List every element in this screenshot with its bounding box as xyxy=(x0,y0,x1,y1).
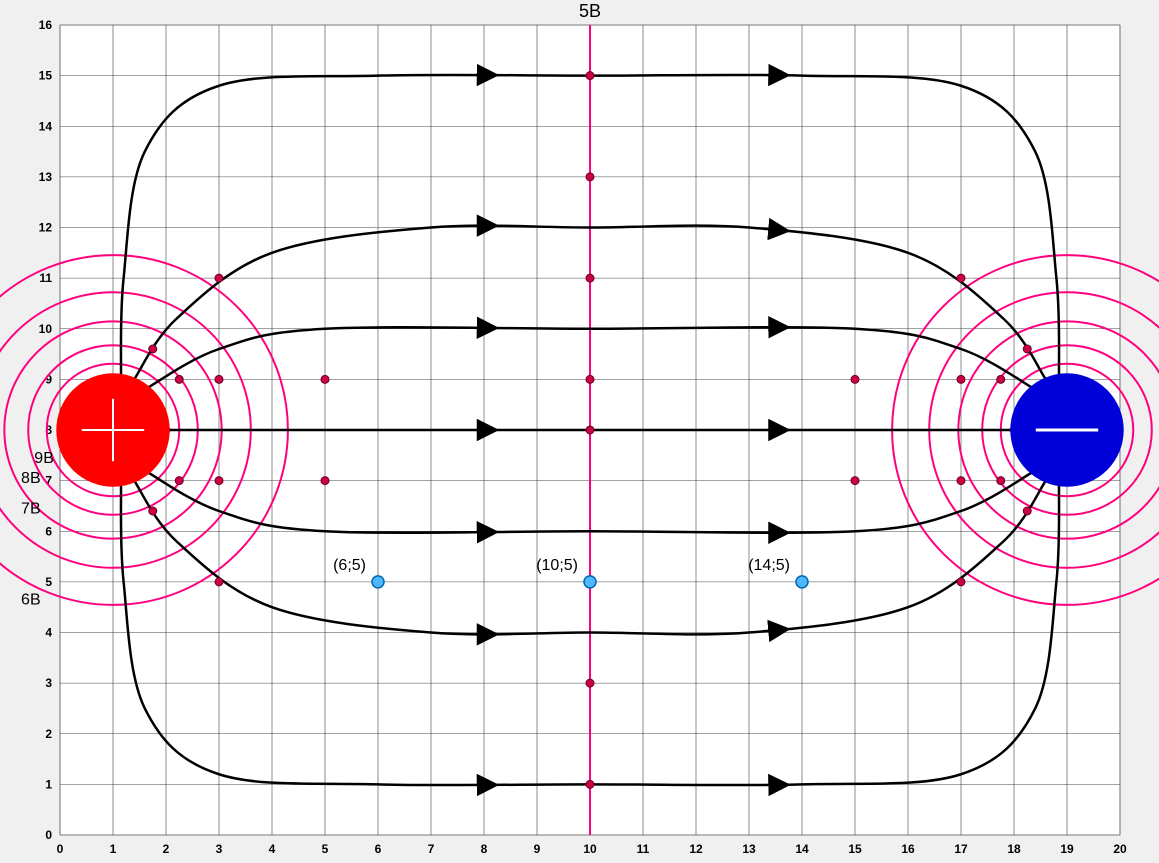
equipotential-label: 5В xyxy=(579,1,601,21)
y-tick-label: 10 xyxy=(39,322,53,336)
x-tick-label: 13 xyxy=(742,842,756,856)
y-tick-label: 13 xyxy=(39,170,53,184)
equipotential-label-left: 7В xyxy=(21,501,41,518)
y-tick-label: 0 xyxy=(45,828,52,842)
intersection-dot xyxy=(586,72,594,80)
intersection-dot xyxy=(997,375,1005,383)
x-tick-label: 15 xyxy=(848,842,862,856)
y-tick-label: 15 xyxy=(39,69,53,83)
intersection-dot xyxy=(215,477,223,485)
y-tick-label: 2 xyxy=(45,727,52,741)
intersection-dot xyxy=(215,578,223,586)
intersection-dot xyxy=(175,477,183,485)
intersection-dot xyxy=(586,173,594,181)
x-tick-label: 7 xyxy=(428,842,435,856)
marker-label: (6;5) xyxy=(333,557,366,574)
intersection-dot xyxy=(1023,345,1031,353)
y-tick-label: 3 xyxy=(45,676,52,690)
x-tick-label: 20 xyxy=(1113,842,1127,856)
marker-point xyxy=(372,576,384,588)
x-tick-label: 16 xyxy=(901,842,915,856)
y-tick-label: 6 xyxy=(45,524,52,538)
x-tick-label: 2 xyxy=(163,842,170,856)
x-tick-label: 14 xyxy=(795,842,809,856)
intersection-dot xyxy=(957,274,965,282)
x-tick-label: 19 xyxy=(1060,842,1074,856)
y-tick-label: 16 xyxy=(39,18,53,32)
intersection-dot xyxy=(586,375,594,383)
x-tick-label: 1 xyxy=(110,842,117,856)
y-tick-label: 11 xyxy=(39,271,52,285)
intersection-dot xyxy=(1023,507,1031,515)
marker-label: (10;5) xyxy=(536,557,578,574)
equipotential-label-left: 9В xyxy=(34,450,54,467)
intersection-dot xyxy=(997,477,1005,485)
intersection-dot xyxy=(175,375,183,383)
x-tick-label: 12 xyxy=(689,842,703,856)
y-tick-label: 12 xyxy=(39,221,53,235)
intersection-dot xyxy=(957,375,965,383)
x-tick-label: 17 xyxy=(954,842,968,856)
y-tick-label: 1 xyxy=(45,777,52,791)
intersection-dot xyxy=(586,274,594,282)
y-tick-label: 14 xyxy=(39,119,53,133)
x-tick-label: 6 xyxy=(375,842,382,856)
field-arrow xyxy=(772,630,780,631)
intersection-dot xyxy=(851,477,859,485)
equipotential-label-left: 8В xyxy=(21,470,41,487)
x-tick-label: 18 xyxy=(1007,842,1021,856)
intersection-dot xyxy=(851,375,859,383)
x-tick-label: 8 xyxy=(481,842,488,856)
intersection-dot xyxy=(321,375,329,383)
x-tick-label: 3 xyxy=(216,842,223,856)
equipotential-label-left: 6В xyxy=(21,592,41,609)
marker-label: (14;5) xyxy=(748,557,790,574)
intersection-dot xyxy=(149,507,157,515)
x-tick-label: 0 xyxy=(57,842,64,856)
x-tick-label: 4 xyxy=(269,842,276,856)
x-tick-label: 9 xyxy=(534,842,541,856)
diagram-canvas: 0123456789101112131415161718192001234567… xyxy=(0,0,1159,863)
intersection-dot xyxy=(586,780,594,788)
intersection-dot xyxy=(586,426,594,434)
x-tick-label: 10 xyxy=(583,842,597,856)
intersection-dot xyxy=(321,477,329,485)
marker-point xyxy=(796,576,808,588)
intersection-dot xyxy=(149,345,157,353)
intersection-dot xyxy=(215,375,223,383)
intersection-dot xyxy=(957,477,965,485)
intersection-dot xyxy=(215,274,223,282)
x-tick-label: 5 xyxy=(322,842,329,856)
field-arrow xyxy=(772,229,780,230)
x-tick-label: 11 xyxy=(637,842,650,856)
intersection-dot xyxy=(957,578,965,586)
intersection-dot xyxy=(586,679,594,687)
marker-point xyxy=(584,576,596,588)
y-tick-label: 4 xyxy=(45,626,52,640)
y-tick-label: 5 xyxy=(45,575,52,589)
